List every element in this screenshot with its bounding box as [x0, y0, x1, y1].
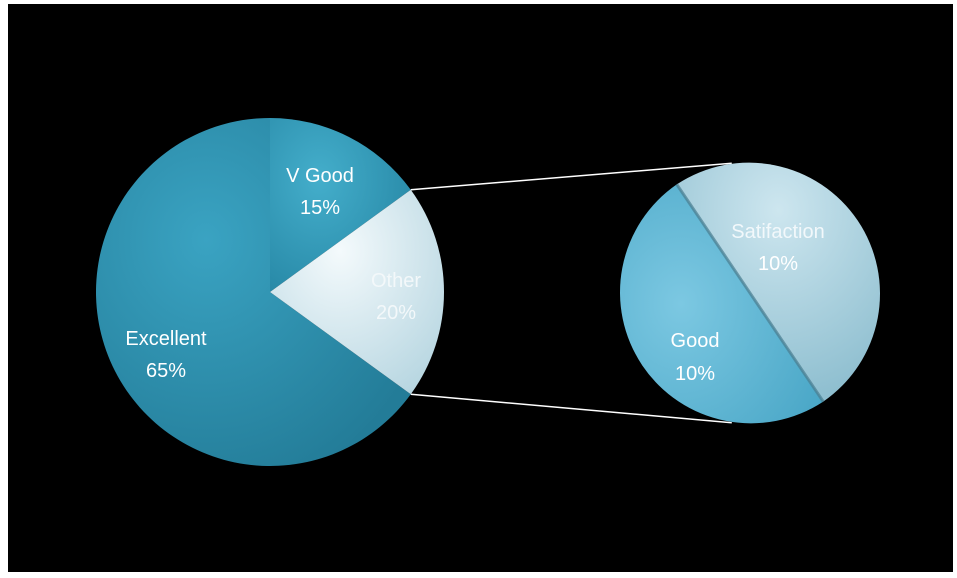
label-satifaction-name: Satifaction: [731, 221, 824, 243]
label-satifaction-value: 10%: [758, 253, 798, 275]
label-excellent-value: 65%: [146, 360, 186, 382]
secondary-pie-divider: [675, 183, 825, 403]
pie-slice-other: [270, 189, 444, 395]
label-good-name: Good: [671, 330, 720, 352]
pie-slice-excellent: [95, 118, 411, 466]
secondary-slice-satifaction: [676, 162, 880, 402]
label-other-name: Other: [371, 270, 421, 292]
connector-line-bottom: [410, 393, 732, 424]
pie-slice-v-good: [270, 118, 411, 292]
label-excellent-name: Excellent: [125, 328, 207, 350]
label-other-value: 20%: [376, 302, 416, 324]
connector-line-top: [410, 162, 732, 191]
secondary-slice-good: [620, 184, 824, 424]
label-v-good-value: 15%: [300, 197, 340, 219]
label-v-good-name: V Good: [286, 165, 354, 187]
label-good-value: 10%: [675, 363, 715, 385]
